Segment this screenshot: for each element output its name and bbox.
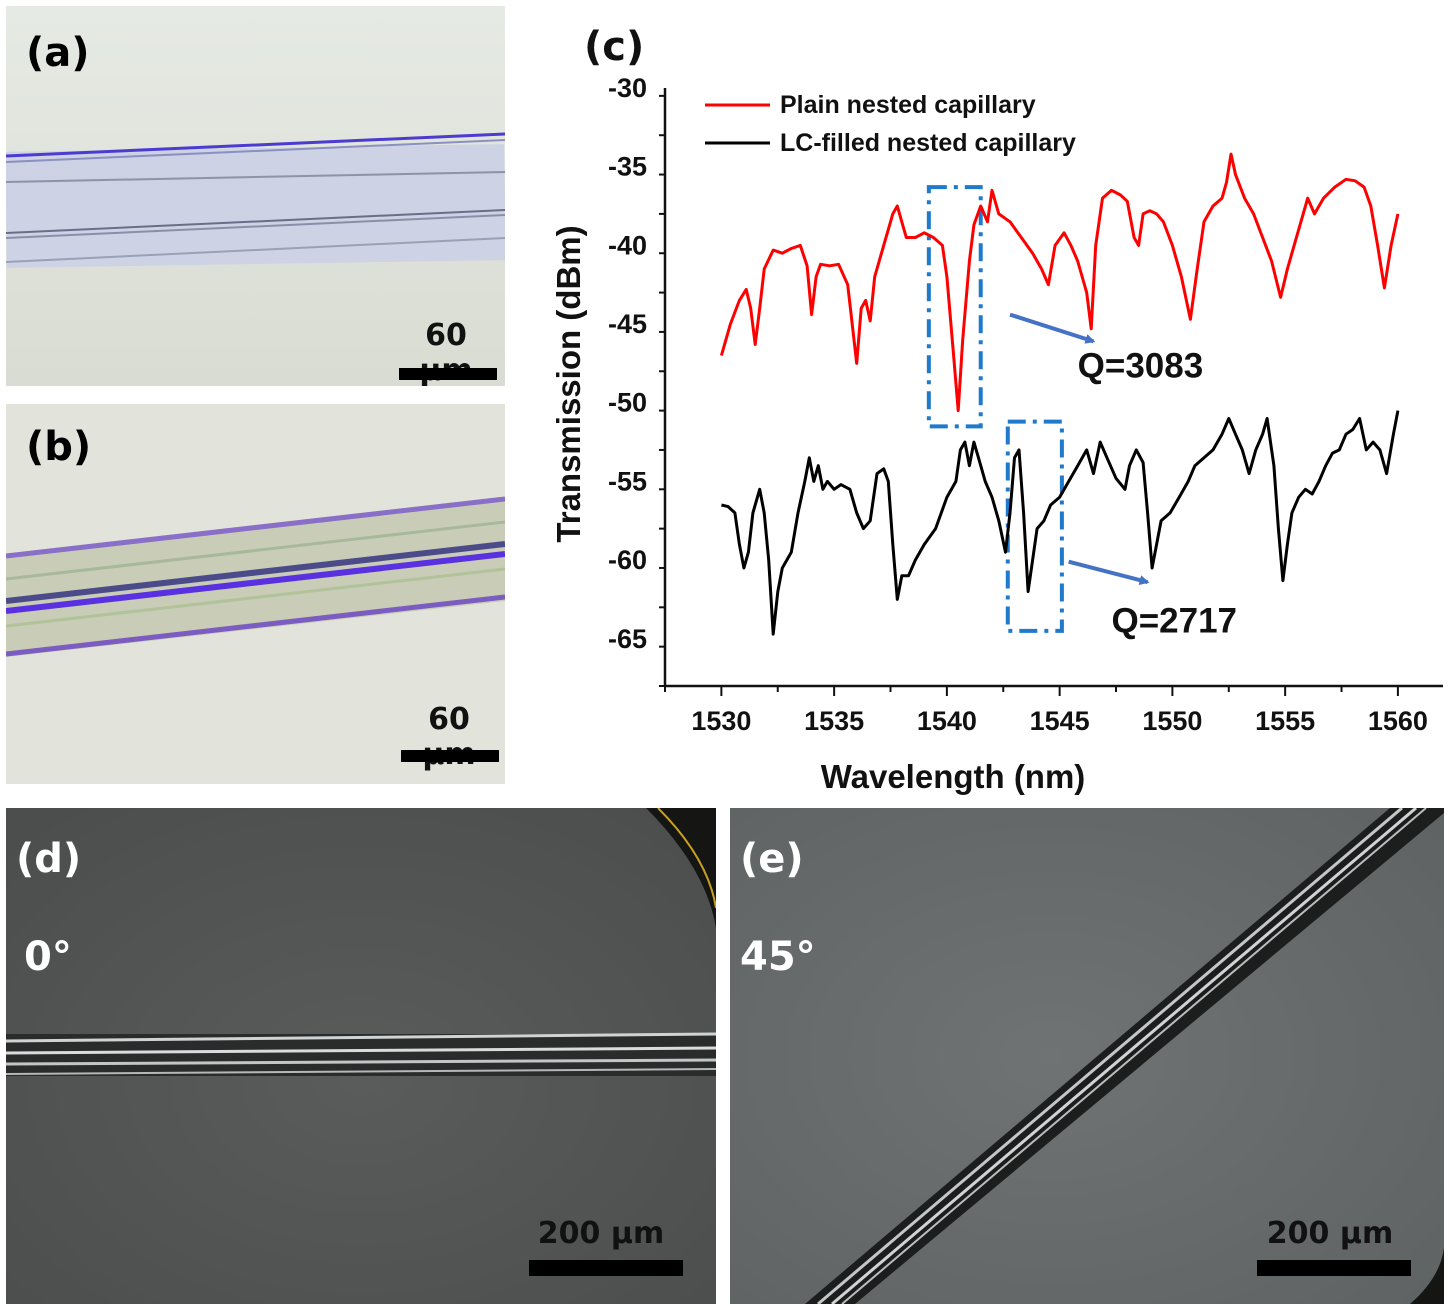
panel-d: (d) 0° 200 μm [6, 808, 716, 1304]
chart-legend: Plain nested capillary LC-filled nested c… [705, 91, 1076, 157]
chart-axes: 1530 1535 1540 1545 1550 1555 1560 -30 -35 -40 -45… [608, 73, 1443, 736]
annotation-q-1: Q=3083 [1078, 347, 1204, 386]
chart-series [719, 152, 1400, 636]
panel-b: (b) 60 μm [6, 404, 505, 784]
x-axis-title: Wavelength (nm) [821, 758, 1086, 795]
x-tick-label: 1540 [917, 706, 977, 736]
x-tick-label: 1560 [1368, 706, 1428, 736]
panel-d-label: (d) [16, 836, 82, 882]
micrograph-e [730, 808, 1444, 1304]
y-tick-label: -65 [608, 624, 647, 654]
x-tick-label: 1555 [1255, 706, 1315, 736]
y-tick-label: -45 [608, 309, 647, 339]
x-tick-label: 1550 [1142, 706, 1202, 736]
annotation-arrow-2 [1068, 559, 1150, 585]
panel-a-label: (a) [26, 30, 90, 76]
plain-capillary-line [719, 152, 1400, 413]
y-tick-label: -30 [608, 73, 647, 103]
panel-b-scale-bar [401, 750, 499, 762]
panel-e-scale-bar [1257, 1260, 1411, 1276]
y-axis-title: Transmission (dBm) [550, 225, 587, 542]
x-tick-label: 1530 [691, 706, 751, 736]
x-tick-label: 1535 [804, 706, 864, 736]
panel-e: (e) 45° 200 μm [730, 808, 1444, 1304]
panel-d-scale-bar [529, 1260, 683, 1276]
panel-d-scale-text: 200 μm [537, 1216, 665, 1251]
micrograph-d [6, 808, 716, 1304]
y-tick-label: -60 [608, 545, 647, 575]
legend-label-2: LC-filled nested capillary [780, 129, 1076, 157]
transmission-chart: (c) 1530 1535 1540 1545 1550 1555 1560 -30 -35 -4… [550, 24, 1443, 795]
x-tick-label: 1545 [1030, 706, 1090, 736]
annotation-arrow-1 [1009, 312, 1096, 344]
panel-e-angle: 45° [740, 934, 816, 980]
highlight-boxes [926, 185, 1064, 633]
panel-a-scale-bar [399, 368, 497, 380]
panel-e-label: (e) [740, 836, 804, 882]
y-tick-label: -50 [608, 388, 647, 418]
y-tick-label: -55 [608, 466, 647, 496]
chart-annotations: Q=3083 Q=2717 [1009, 312, 1238, 640]
chart-panel-label: (c) [584, 24, 644, 70]
highlight-box-1 [926, 185, 983, 429]
micrograph-a [6, 6, 505, 386]
annotation-q-2: Q=2717 [1112, 601, 1238, 640]
panel-d-angle: 0° [24, 934, 72, 980]
lc-filled-capillary-line [721, 410, 1400, 636]
y-tick-label: -40 [608, 230, 647, 260]
micrograph-b [6, 404, 505, 784]
legend-label-1: Plain nested capillary [780, 91, 1036, 119]
panel-a: (a) 60 μm [6, 6, 505, 386]
panel-e-scale-text: 200 μm [1266, 1216, 1394, 1251]
panel-b-label: (b) [26, 424, 92, 470]
y-tick-label: -35 [608, 152, 647, 182]
